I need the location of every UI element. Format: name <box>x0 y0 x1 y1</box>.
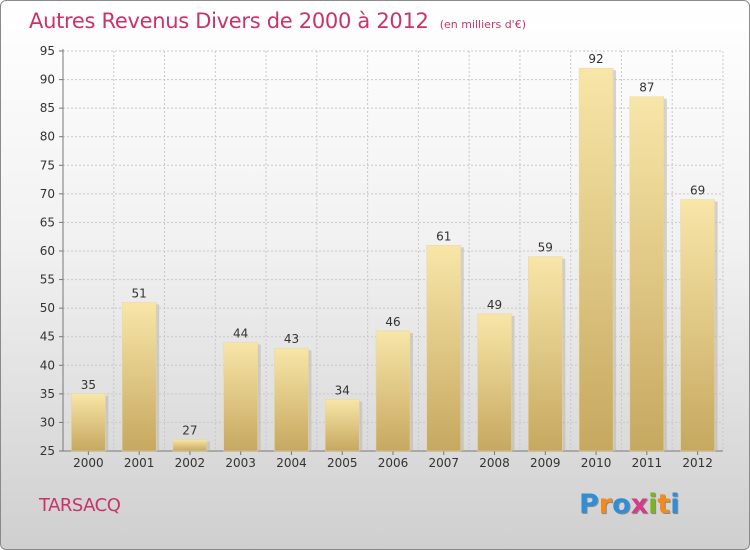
y-tick-label: 40 <box>40 358 55 372</box>
y-tick-label: 95 <box>40 44 55 58</box>
y-tick-label: 90 <box>40 73 55 87</box>
data-label: 27 <box>182 424 197 438</box>
bar <box>274 347 309 452</box>
bar <box>375 330 411 452</box>
bar <box>172 439 208 452</box>
x-tick-label: 2000 <box>73 456 104 470</box>
y-tick-label: 65 <box>40 215 55 229</box>
data-labels: 35 51 27 44 43 34 46 61 49 59 92 87 69 <box>81 52 706 437</box>
data-label: 35 <box>81 378 96 392</box>
data-label: 69 <box>690 184 705 198</box>
bar <box>680 199 715 452</box>
bar <box>223 342 258 452</box>
x-tick-label: 2009 <box>530 456 561 470</box>
data-label: 49 <box>487 298 502 312</box>
x-tick-label: 2001 <box>124 456 155 470</box>
x-tick-label: 2004 <box>276 456 307 470</box>
y-tick-label: 35 <box>40 387 55 401</box>
data-label: 44 <box>233 326 248 340</box>
y-tick-label: 80 <box>40 130 55 144</box>
proxiti-logo: Proxiti <box>579 489 680 520</box>
data-label: 51 <box>132 286 147 300</box>
logo-letter: P <box>579 489 599 520</box>
x-tick-label: 2010 <box>581 456 612 470</box>
x-tick-label: 2008 <box>479 456 510 470</box>
y-tick-label: 45 <box>40 330 55 344</box>
bar <box>477 313 512 452</box>
y-tick-label: 70 <box>40 187 55 201</box>
logo-letter: i <box>670 489 680 520</box>
data-label: 43 <box>284 332 299 346</box>
chart-title: Autres Revenus Divers de 2000 à 2012 <box>29 9 429 33</box>
x-tick-label: 2005 <box>327 456 358 470</box>
y-tick-label: 55 <box>40 273 55 287</box>
y-tick-label: 85 <box>40 101 55 115</box>
bar <box>629 96 665 452</box>
place-name: TARSACQ <box>39 495 121 516</box>
bar <box>324 399 360 452</box>
logo-letter: o <box>612 489 631 520</box>
y-tick-label: 30 <box>40 415 55 429</box>
data-label: 46 <box>385 315 400 329</box>
logo-letter: i <box>648 489 658 520</box>
bar <box>578 67 614 452</box>
x-tick-label: 2012 <box>682 456 713 470</box>
y-tick-label: 60 <box>40 244 55 258</box>
bar <box>426 245 462 452</box>
x-tick-label: 2003 <box>225 456 256 470</box>
x-tick-label: 2011 <box>632 456 663 470</box>
data-label: 59 <box>538 241 553 255</box>
title-row: Autres Revenus Divers de 2000 à 2012 (en… <box>29 9 526 33</box>
x-tick-label: 2006 <box>378 456 409 470</box>
y-tick-label: 50 <box>40 301 55 315</box>
logo-letter: x <box>630 489 649 520</box>
data-label: 87 <box>639 81 654 95</box>
bar <box>121 302 157 452</box>
data-label: 34 <box>335 384 350 398</box>
logo-letter: t <box>657 489 671 520</box>
bars <box>71 67 718 452</box>
y-tick-label: 75 <box>40 158 55 172</box>
data-label: 61 <box>436 229 451 243</box>
x-tick-label: 2007 <box>428 456 459 470</box>
y-tick-label: 25 <box>40 444 55 458</box>
x-tick-label: 2002 <box>175 456 206 470</box>
logo-letter: r <box>598 489 613 520</box>
chart-subtitle: (en milliers d'€) <box>439 18 526 31</box>
bar <box>528 256 563 452</box>
data-label: 92 <box>588 52 603 66</box>
bar <box>71 393 106 452</box>
